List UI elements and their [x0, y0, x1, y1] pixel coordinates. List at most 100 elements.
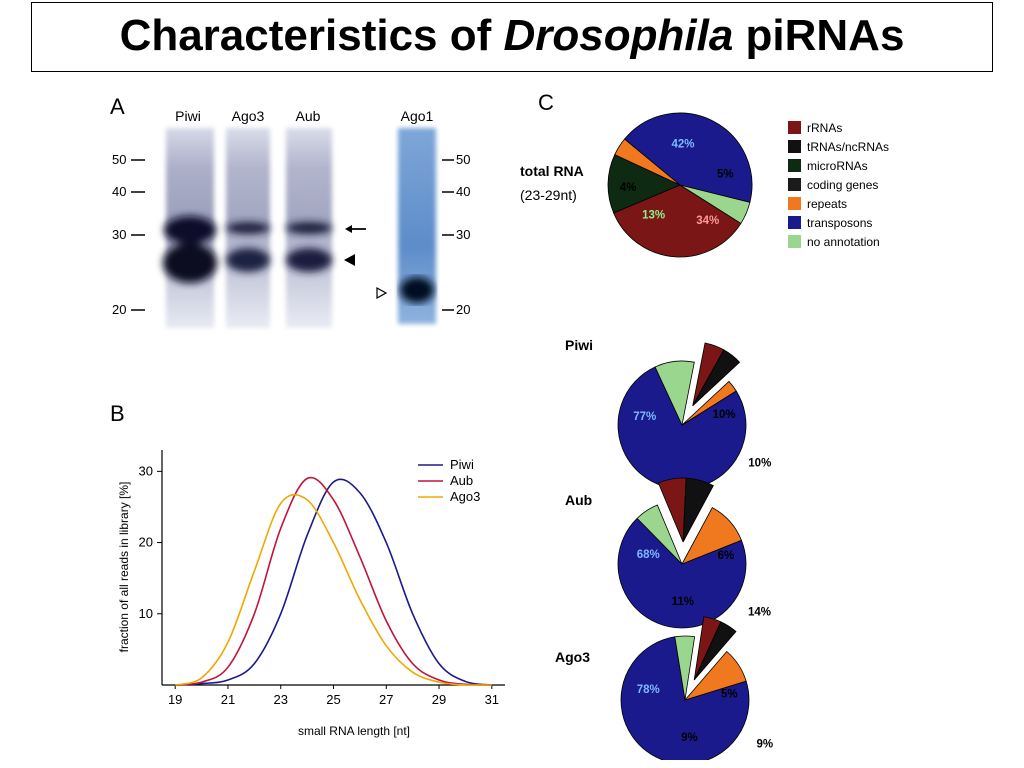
pie-slice-ncrnas: [692, 349, 741, 407]
pie-slice-transposons: [620, 636, 750, 760]
lane-label-ago1: Ago1: [401, 108, 434, 124]
x-tick-label: 31: [485, 692, 499, 707]
pie-value-label: 4%: [620, 182, 637, 194]
lane-label-aub: Aub: [296, 108, 321, 124]
marker-30-left: 30: [112, 227, 126, 242]
legend-label: rRNAs: [807, 121, 842, 135]
gel-bands: [163, 216, 332, 283]
lane-label-ago3: Ago3: [232, 108, 265, 124]
pie-slice-ncrnas: [682, 477, 714, 543]
title-text-italic: Drosophila: [503, 11, 734, 60]
legend-swatch: [788, 178, 801, 191]
x-tick-label: 29: [432, 692, 446, 707]
title-text-pre: Characteristics of: [119, 11, 504, 60]
x-tick-label: 21: [221, 692, 235, 707]
right-size-markers: 50 40 30 20: [442, 152, 470, 317]
ago1-lane: [398, 128, 436, 324]
pie-name-label: Aub: [565, 492, 592, 508]
marker-50-left: 50: [112, 152, 126, 167]
pie-slice-transposons: [623, 112, 753, 203]
panel-c-label: C: [538, 90, 554, 115]
category-legend: rRNAs tRNAs/ncRNAs microRNAs coding genes re…: [788, 121, 889, 249]
pie-value-label: 14%: [748, 607, 771, 619]
x-tick-label: 27: [379, 692, 393, 707]
lane-label-piwi: Piwi: [175, 108, 201, 124]
series-line-piwi: [175, 478, 492, 686]
pie-name-label: Piwi: [565, 337, 593, 353]
panel-a-gel: A Piwi Ago3 Aub Ago1 50 40 30 20 50 40: [110, 94, 470, 328]
marker-20-right: 20: [456, 302, 470, 317]
pie-value-label: 6%: [718, 550, 735, 562]
pie-value-label: 5%: [721, 688, 738, 700]
x-axis-label: small RNA length [nt]: [298, 724, 410, 738]
pie-slice-repeats: [683, 650, 747, 701]
pie-value-label: 78%: [637, 684, 660, 696]
legend-label-aub: Aub: [450, 473, 473, 488]
legend-label: coding genes: [807, 178, 878, 192]
pie-value-label: 34%: [696, 215, 719, 227]
filled-arrowhead-icon: [344, 254, 355, 266]
legend-label: microRNAs: [807, 159, 868, 173]
legend-label-ago3: Ago3: [450, 489, 480, 504]
pie-slice-no-annotation: [636, 504, 683, 565]
marker-40-left: 40: [112, 184, 126, 199]
pie-slice-no-annotation: [674, 635, 696, 701]
pie-aub: 68% 6% 14% 11% Aub: [565, 477, 771, 629]
chart-lines: [174, 476, 492, 686]
pie-slice-no-annotation: [654, 360, 695, 427]
pie-name-label: Ago3: [555, 649, 590, 665]
legend-swatch: [788, 121, 801, 134]
panel-c-pies: C rRNAs tRNAs/ncRNAs microRNAs coding genes…: [520, 90, 889, 760]
pie-value-label: 9%: [681, 732, 698, 744]
open-arrowhead-icon: [376, 286, 388, 300]
pie-total-rna: 42% 5% 34% 13% 4% total RNA (23-29nt): [520, 112, 753, 258]
chart-axes: 19 21 23 25 27 29 31 10 20 30: [139, 450, 505, 707]
y-tick-label: 30: [139, 463, 153, 478]
pie-value-label: 5%: [717, 168, 734, 180]
slide-title: Characteristics of Drosophila piRNAs: [32, 3, 992, 69]
pie-value-label: 13%: [642, 210, 665, 222]
x-tick-label: 25: [326, 692, 340, 707]
pie-value-label: 11%: [672, 596, 694, 608]
title-text-post: piRNAs: [733, 11, 905, 60]
pie-slice-ncrnas: [693, 621, 737, 681]
pie-value-label: 9%: [756, 739, 773, 751]
x-tick-label: 19: [168, 692, 182, 707]
series-line-aub: [175, 476, 492, 686]
pie-slice-repeats: [614, 138, 681, 186]
x-tick-label: 23: [273, 692, 287, 707]
left-size-markers: 50 40 30 20: [112, 152, 145, 317]
y-axis-label: fraction of all reads in library [%]: [117, 482, 131, 653]
panel-a-label: A: [110, 94, 125, 119]
legend-swatch: [788, 159, 801, 172]
y-tick-label: 10: [139, 606, 153, 621]
legend-label: no annotation: [807, 235, 880, 249]
pie-slice-microRNAs: [607, 154, 681, 214]
marker-30-right: 30: [456, 227, 470, 242]
pie-value-label: 77%: [633, 411, 656, 423]
legend-label: transposons: [807, 216, 872, 230]
pie-slice-rRNAs: [613, 184, 742, 258]
series-line-ago3: [174, 493, 492, 686]
pie-value-label: 10%: [713, 409, 736, 421]
pie-value-label: 68%: [637, 549, 660, 561]
marker-40-right: 40: [456, 184, 470, 199]
pie-value-label: 42%: [671, 138, 694, 150]
pie-piwi: 77% 10% 10% Piwi: [565, 337, 771, 490]
legend-label-piwi: Piwi: [450, 457, 474, 472]
pie-value-label: 10%: [748, 458, 771, 470]
band-arrow-icon: [345, 225, 366, 233]
slide-title-box: Characteristics of Drosophila piRNAs: [31, 2, 993, 72]
pie-slice-repeats: [681, 507, 742, 565]
y-tick-label: 20: [139, 535, 153, 550]
pie-name-label: total RNA: [520, 163, 584, 179]
legend-swatch: [788, 140, 801, 153]
pie-slice-repeats: [681, 380, 737, 426]
pie-ago3: 78% 5% 9% 9% Ago3: [555, 616, 773, 760]
legend-swatch: [788, 216, 801, 229]
panel-b-label: B: [110, 401, 125, 426]
pie-subtitle-label: (23-29nt): [520, 187, 577, 203]
legend-label: tRNAs/ncRNAs: [807, 140, 889, 154]
legend-swatch: [788, 197, 801, 210]
